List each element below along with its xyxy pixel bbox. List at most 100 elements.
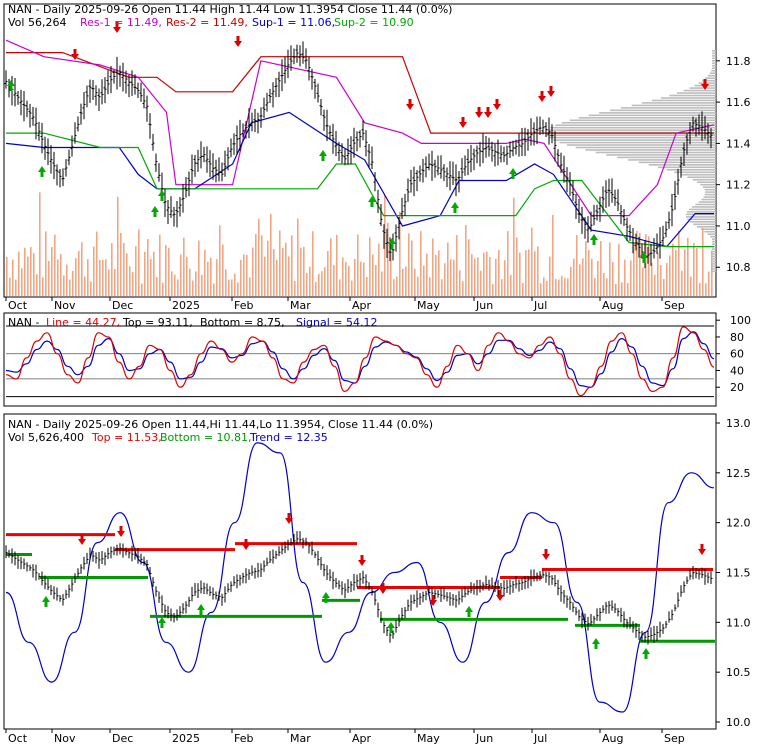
volume-profile-bar [559,141,716,144]
volume-bar [339,279,341,296]
bands-panel-frame [3,413,717,730]
volume-bar [75,258,77,296]
volume-bar [477,257,479,296]
volume-bar [147,239,149,296]
volume-bar [114,269,116,296]
volume-bar [288,256,290,296]
volume-bar [408,233,410,296]
volume-bar [129,266,131,296]
volume-profile-bar [712,238,716,240]
volume-bar [9,277,11,296]
volume-bar [291,235,293,296]
volume-bar [279,230,281,296]
volume-bar [639,232,641,296]
volume-bar [300,247,302,296]
volume-profile-bar [712,248,716,250]
osc-y-tick-label: 80 [730,331,744,344]
volume-bar [351,280,353,296]
volume-profile-bar [712,253,716,255]
volume-bar [234,273,236,296]
volume-bar [525,250,527,296]
volume-bar [312,231,314,296]
res1-line [5,39,715,217]
volume-bar [438,250,440,296]
volume-bar [375,265,377,296]
volume-bar [111,243,113,296]
bands-y-tick-label: 13.0 [726,417,751,430]
volume-profile-bar [698,82,716,84]
volume-bar [177,279,179,296]
volume-bar [189,268,191,296]
up-arrow [158,190,166,201]
volume-profile-bar [687,176,716,179]
volume-bar [87,259,89,296]
volume-profile-bar [689,221,716,223]
volume-bar [267,240,269,296]
volume-bar [78,250,80,296]
volume-bar [678,230,680,296]
volume-bar [321,271,323,296]
price-x-tick-label: 2025 [172,299,200,312]
volume-bar [603,272,605,296]
volume-profile-bar [696,225,716,228]
volume-bar [228,279,230,296]
volume-profile-bar [685,213,716,216]
volume-profile-bar [712,260,716,263]
oscillator-y-axis: 20 40 60 80 100 [716,314,751,394]
volume-bar [168,247,170,296]
volume-bar [669,255,671,296]
volume-profile-bar [707,74,716,77]
volume-profile-bar [702,79,716,82]
volume-bar [696,248,698,296]
volume-bar [96,231,98,296]
volume-bar [480,270,482,296]
volume-bar [573,258,575,296]
volume-bar [225,269,227,296]
price-candles [4,41,713,269]
volume-bar [399,211,401,296]
volume-bar [195,271,197,296]
volume-bar [681,270,683,296]
price-y-tick-label: 10.8 [726,261,751,274]
volume-bar [612,262,614,296]
volume-profile-bar [566,144,716,146]
volume-profile-bar [712,255,716,258]
bands-header-vol: Vol 5,626,400 [8,431,84,444]
volume-bar [489,256,491,296]
volume-bar [570,266,572,296]
volume-bar [549,256,551,296]
volume-bar [579,264,581,296]
volume-profile-bar [685,216,716,218]
price-x-tick-label: Mar [290,299,311,312]
price-x-tick-label: May [417,299,440,312]
osc-signal-line [5,331,715,388]
volume-bar [333,265,335,296]
volume-bar [201,274,203,296]
volume-profile-bar [712,250,716,253]
volume-profile-bar [695,203,716,206]
volume-bar [324,267,326,296]
price-x-tick-label: Sep [664,299,685,312]
volume-bar [699,283,701,296]
volume-profile-bar [700,183,716,186]
band-arrows [42,513,706,659]
volume-bar [486,251,488,296]
volume-profile-bar [712,57,716,60]
volume-bar [426,253,428,296]
volume-profile-bar [692,206,716,208]
volume-bar [258,218,260,296]
down-arrow [406,99,414,110]
volume-bar [231,279,233,296]
down-arrow [459,117,467,128]
volume-bar [222,244,224,296]
volume-bar [498,249,500,296]
volume-bar [459,270,461,296]
volume-bar [513,197,515,296]
volume-bar [693,242,695,296]
volume-profile-bar [676,92,716,94]
band-down-arrow [78,534,86,545]
volume-bar [240,259,242,296]
volume-profile-bar [610,109,716,112]
volume-profile-bar [595,151,716,154]
volume-bar [24,247,26,296]
